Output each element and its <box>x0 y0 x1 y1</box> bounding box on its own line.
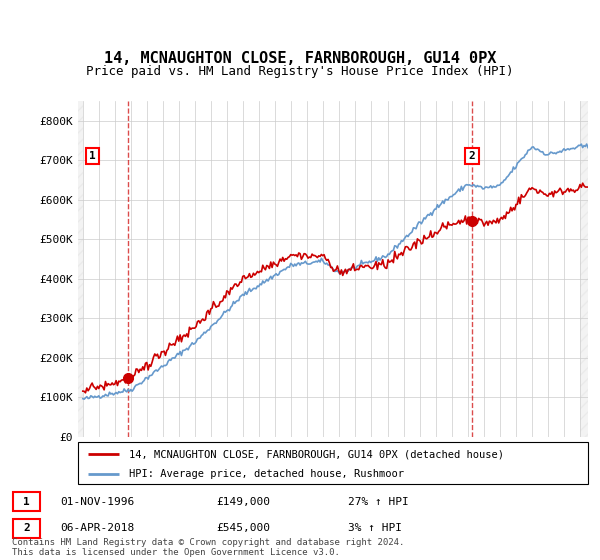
FancyBboxPatch shape <box>13 492 40 511</box>
Text: HPI: Average price, detached house, Rushmoor: HPI: Average price, detached house, Rush… <box>129 469 404 479</box>
Text: 2: 2 <box>469 151 475 161</box>
FancyBboxPatch shape <box>78 442 588 484</box>
Text: £149,000: £149,000 <box>216 497 270 507</box>
Text: 3% ↑ HPI: 3% ↑ HPI <box>348 523 402 533</box>
Text: 1: 1 <box>23 497 30 507</box>
Bar <box>580 101 588 437</box>
Text: 06-APR-2018: 06-APR-2018 <box>60 523 134 533</box>
Bar <box>78 101 83 437</box>
Text: £545,000: £545,000 <box>216 523 270 533</box>
Text: 27% ↑ HPI: 27% ↑ HPI <box>348 497 409 507</box>
Text: 1: 1 <box>89 151 96 161</box>
Text: 01-NOV-1996: 01-NOV-1996 <box>60 497 134 507</box>
Text: Contains HM Land Registry data © Crown copyright and database right 2024.
This d: Contains HM Land Registry data © Crown c… <box>12 538 404 557</box>
Text: 14, MCNAUGHTON CLOSE, FARNBOROUGH, GU14 0PX (detached house): 14, MCNAUGHTON CLOSE, FARNBOROUGH, GU14 … <box>129 449 504 459</box>
Text: Price paid vs. HM Land Registry's House Price Index (HPI): Price paid vs. HM Land Registry's House … <box>86 64 514 78</box>
FancyBboxPatch shape <box>13 519 40 538</box>
Text: 2: 2 <box>23 523 30 533</box>
Text: 14, MCNAUGHTON CLOSE, FARNBOROUGH, GU14 0PX: 14, MCNAUGHTON CLOSE, FARNBOROUGH, GU14 … <box>104 52 496 66</box>
